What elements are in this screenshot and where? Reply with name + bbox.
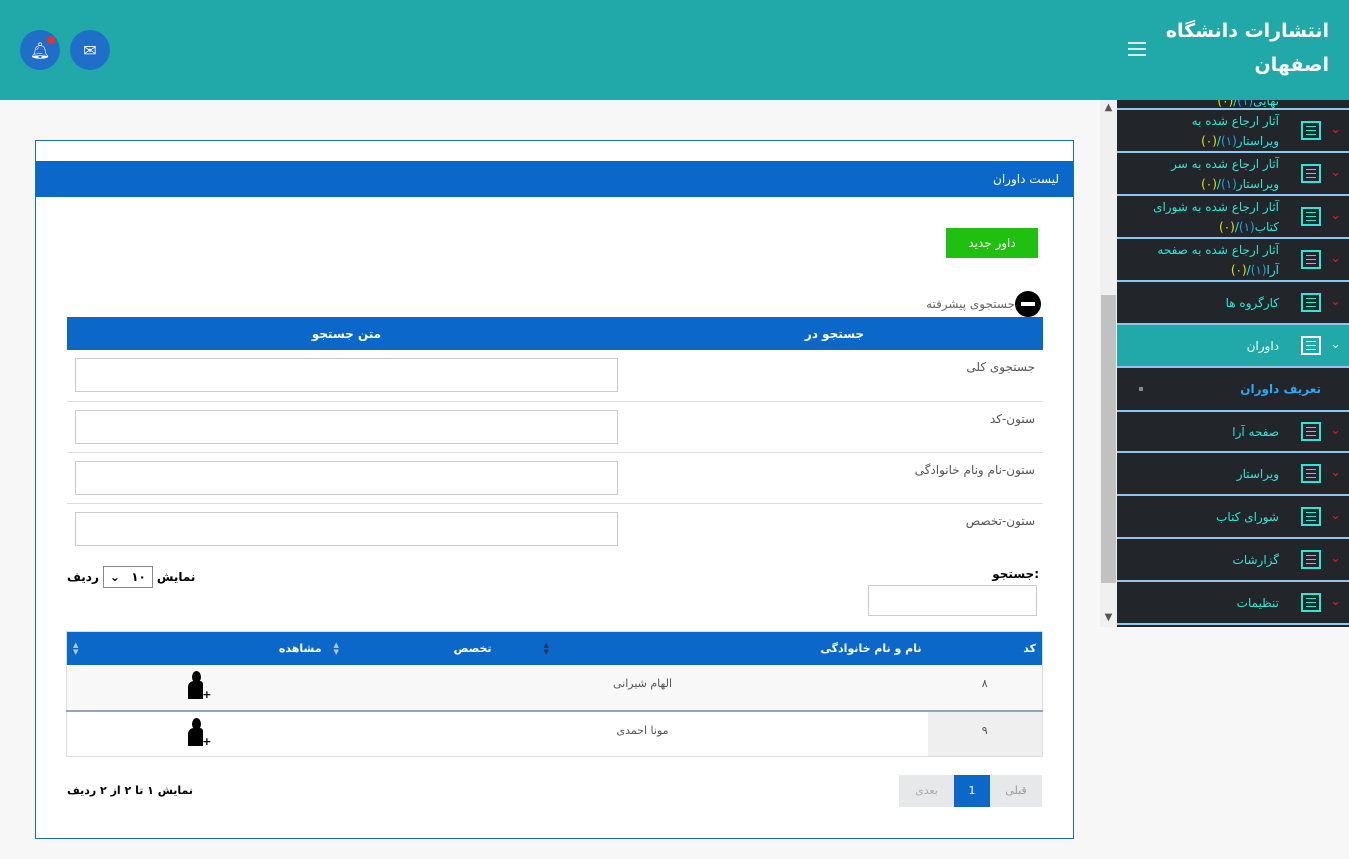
pagination: بعدی 1 قبلی bbox=[899, 775, 1042, 807]
advanced-search-toggle[interactable]: جستجوی پیشرفته bbox=[926, 291, 1041, 317]
chevron-down-icon: ⌄ bbox=[1330, 207, 1341, 223]
sidebar-item-board-referred[interactable]: ⌄ آثار ارجاع شده به شورای کتاب(۱)/(۰) bbox=[1117, 196, 1349, 239]
column-header: متن جستجو bbox=[67, 317, 626, 350]
chevron-down-icon: ⌄ bbox=[1330, 464, 1341, 480]
notifications-button[interactable]: 🔔︎ bbox=[20, 30, 60, 70]
menu-toggle-icon[interactable] bbox=[1128, 42, 1146, 56]
notification-badge bbox=[47, 36, 55, 44]
card-title: لیست داوران bbox=[36, 161, 1073, 197]
next-page-button[interactable]: بعدی bbox=[899, 775, 954, 807]
list-icon bbox=[1301, 335, 1321, 355]
sort-icon: ▲ ▼ bbox=[333, 641, 339, 656]
chevron-down-icon: ⌄ bbox=[1330, 121, 1341, 137]
cell-code: ۸ bbox=[927, 664, 1043, 712]
search-field-label: جستجوی کلی bbox=[626, 350, 1043, 402]
cell-specialty bbox=[327, 664, 538, 712]
sidebar-item-reports[interactable]: ⌄ گزارشات bbox=[1117, 539, 1349, 582]
referees-card: لیست داوران داور جدید جستجوی پیشرفته جست… bbox=[35, 140, 1074, 839]
list-icon bbox=[1301, 120, 1321, 140]
scroll-down-arrow[interactable]: ▼ bbox=[1104, 612, 1113, 623]
page-length-select[interactable]: ⌄ ۱۰ bbox=[102, 566, 153, 588]
chevron-down-icon: ⌄ bbox=[1330, 336, 1341, 352]
chevron-down-icon: ⌄ bbox=[1330, 550, 1341, 566]
chevron-down-icon: ⌄ bbox=[1330, 293, 1341, 309]
app-title: انتشارات دانشگاه اصفهان bbox=[1165, 20, 1329, 76]
table-row: ۸ الهام شیرانی + bbox=[66, 664, 1043, 712]
page-length-control: نمایش ⌄ ۱۰ ردیف bbox=[67, 566, 195, 588]
minus-circle-icon[interactable] bbox=[1015, 291, 1041, 317]
cell-name: مونا احمدی bbox=[616, 723, 669, 737]
list-icon bbox=[1301, 506, 1321, 526]
column-header-code[interactable]: کد bbox=[927, 631, 1043, 665]
search-field-label: ستون-نام ونام خانوادگی bbox=[626, 452, 1043, 504]
inbox-button[interactable]: ✉ bbox=[70, 30, 110, 70]
chevron-down-icon: ⌄ bbox=[1330, 164, 1341, 180]
sidebar-item-settings[interactable]: ⌄ تنظیمات bbox=[1117, 582, 1349, 625]
search-specialty-input[interactable] bbox=[75, 511, 618, 546]
chevron-down-icon: ⌄ bbox=[1330, 422, 1341, 438]
list-icon bbox=[1301, 163, 1321, 183]
sort-icon: ▲ ▼ bbox=[73, 641, 79, 656]
list-icon bbox=[1301, 206, 1321, 226]
cell-specialty bbox=[328, 711, 538, 757]
cell-name: الهام شیرانی bbox=[537, 664, 928, 712]
view-user-icon[interactable]: + bbox=[186, 717, 211, 748]
column-header-specialty[interactable]: تخصص ▲ ▼ bbox=[327, 631, 538, 665]
advanced-search-table: جستجو در متن جستجو جستجوی کلی ستون-کد ستو… bbox=[67, 317, 1043, 554]
referees-table: کد نام و نام خانوادگی ▲ ▼ تخصص ▲ ▼ مشاهده ▲ ▼ … bbox=[66, 631, 1043, 757]
search-field-label: ستون-تخصص bbox=[965, 513, 1035, 528]
sidebar: نهایی(۱)/(۰) ⌄ آثار ارجاع شده به ویراستار… bbox=[1117, 100, 1349, 627]
list-icon bbox=[1301, 292, 1321, 312]
chevron-down-icon: ⌄ bbox=[109, 570, 120, 584]
length-suffix: ردیف bbox=[67, 570, 99, 584]
list-icon bbox=[1301, 463, 1321, 483]
sidebar-item-editor[interactable]: ⌄ ویراستار bbox=[1117, 453, 1349, 496]
table-info: نمایش ۱ تا ۲ از ۲ ردیف bbox=[67, 784, 194, 797]
top-header: انتشارات دانشگاه اصفهان ✉ 🔔︎ bbox=[0, 0, 1349, 100]
list-icon bbox=[1301, 421, 1321, 441]
table-search-input[interactable] bbox=[868, 585, 1037, 616]
inbox-icon: ✉ bbox=[83, 40, 97, 60]
view-user-icon[interactable]: + bbox=[186, 670, 211, 701]
column-header-view[interactable]: مشاهده ▲ ▼ bbox=[66, 631, 328, 665]
sidebar-item-layout[interactable]: ⌄ صفحه آرا bbox=[1117, 410, 1349, 453]
column-header: جستجو در bbox=[626, 317, 1043, 350]
new-referee-button[interactable]: داور جدید bbox=[946, 228, 1038, 258]
sidebar-item-book-board[interactable]: ⌄ شورای کتاب bbox=[1117, 496, 1349, 539]
table-row: ۹ مونا احمدی + bbox=[67, 710, 1043, 757]
sort-icon: ▲ ▼ bbox=[543, 641, 549, 656]
sidebar-item-chief-editor-referred[interactable]: ⌄ آثار ارجاع شده به سر ویراستار(۱)/(۰) bbox=[1117, 153, 1349, 196]
search-general-input[interactable] bbox=[75, 358, 618, 392]
scrollbar-thumb[interactable] bbox=[1101, 295, 1116, 583]
prev-page-button[interactable]: قبلی bbox=[990, 775, 1042, 807]
cell-code: ۹ bbox=[927, 710, 1043, 757]
list-icon bbox=[1301, 592, 1321, 612]
list-icon bbox=[1301, 249, 1321, 269]
search-label: جستجو: bbox=[992, 567, 1039, 581]
chevron-down-icon: ⌄ bbox=[1330, 507, 1341, 523]
bullet-icon bbox=[1139, 387, 1143, 391]
page-1-button[interactable]: 1 bbox=[954, 775, 990, 807]
sidebar-item-final[interactable]: نهایی(۱)/(۰) bbox=[1117, 100, 1349, 110]
scroll-up-arrow[interactable]: ▲ bbox=[1104, 102, 1113, 113]
chevron-down-icon: ⌄ bbox=[1330, 250, 1341, 266]
chevron-down-icon: ⌄ bbox=[1330, 593, 1341, 609]
search-name-input[interactable] bbox=[75, 460, 618, 495]
sidebar-item-workgroups[interactable]: ⌄ کارگروه ها bbox=[1117, 282, 1349, 325]
sidebar-item-editor-referred[interactable]: ⌄ آثار ارجاع شده به ویراستار(۱)/(۰) bbox=[1117, 110, 1349, 153]
sidebar-subitem-define-referees[interactable]: تعریف داوران bbox=[1117, 368, 1349, 410]
column-header-name[interactable]: نام و نام خانوادگی ▲ ▼ bbox=[537, 631, 928, 665]
sidebar-item-referees[interactable]: ⌄ داوران bbox=[1117, 325, 1349, 368]
list-icon bbox=[1301, 549, 1321, 569]
sidebar-item-layout-referred[interactable]: ⌄ آثار ارجاع شده به صفحه آرا(۱)/(۰) bbox=[1117, 239, 1349, 282]
bell-icon: 🔔︎ bbox=[29, 40, 51, 60]
length-label: نمایش bbox=[156, 570, 196, 584]
search-code-input[interactable] bbox=[75, 409, 618, 444]
search-field-label: ستون-کد bbox=[626, 401, 1043, 453]
